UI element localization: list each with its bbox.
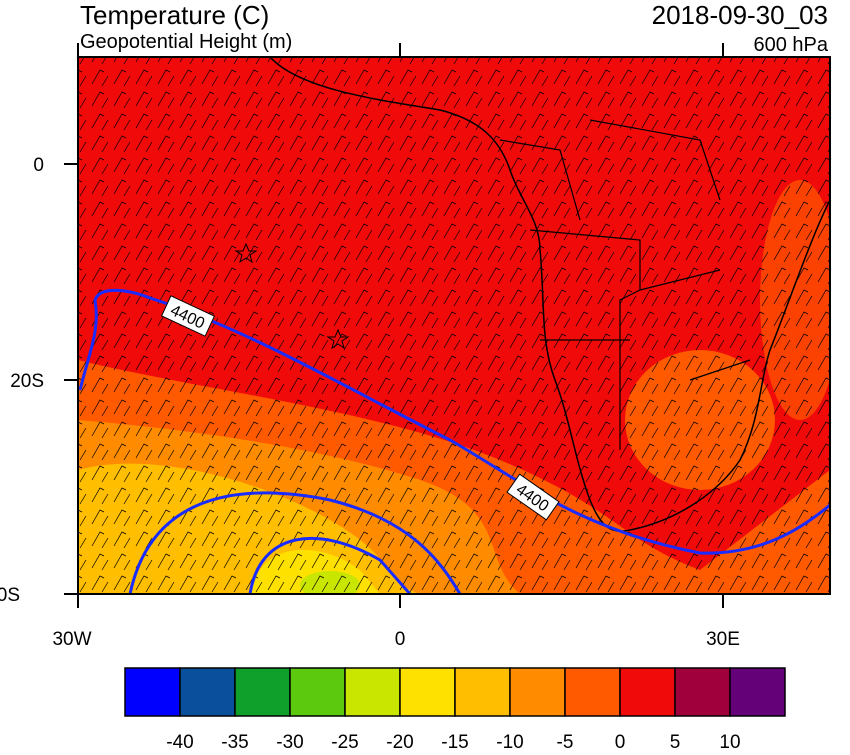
colorbar-box — [509, 667, 566, 717]
lat-label: 20S — [10, 371, 44, 392]
colorbar-label: -15 — [441, 732, 468, 750]
colorbar-label: 0 — [615, 732, 626, 750]
colorbar-box — [454, 667, 511, 717]
colorbar-box — [674, 667, 731, 717]
lon-label: 0 — [395, 629, 406, 650]
level: 600 hPa — [753, 34, 828, 56]
map-frame — [77, 56, 831, 595]
colorbar-label: 5 — [670, 732, 681, 750]
colorbar-label: -5 — [557, 732, 574, 750]
colorbar: -40 -35 -30 -25 -20 -15 -10 -5 0 5 10 — [124, 667, 786, 753]
colorbar-box — [124, 667, 181, 717]
colorbar-box — [619, 667, 676, 717]
colorbar-label: 10 — [719, 732, 740, 750]
colorbar-label: -20 — [386, 732, 413, 750]
colorbar-box — [344, 667, 401, 717]
colorbar-label: -10 — [496, 732, 523, 750]
colorbar-box — [399, 667, 456, 717]
colorbar-label: -30 — [276, 732, 303, 750]
colorbar-box — [289, 667, 346, 717]
lon-label: 30E — [706, 629, 740, 650]
colorbar-box — [729, 667, 786, 717]
title: Temperature (C) — [80, 0, 269, 30]
valid-time: 2018-09-30_03 — [652, 0, 828, 30]
subtitle: Geopotential Height (m) — [80, 31, 292, 53]
ticks — [64, 43, 724, 608]
colorbar-label: -25 — [331, 732, 358, 750]
colorbar-box — [179, 667, 236, 717]
colorbar-label: -40 — [166, 732, 193, 750]
lat-label: 40S — [0, 585, 20, 606]
lat-label: 0 — [33, 155, 44, 176]
colorbar-box — [234, 667, 291, 717]
colorbar-box — [564, 667, 621, 717]
lon-label: 30W — [52, 629, 91, 650]
colorbar-label: -35 — [221, 732, 248, 750]
